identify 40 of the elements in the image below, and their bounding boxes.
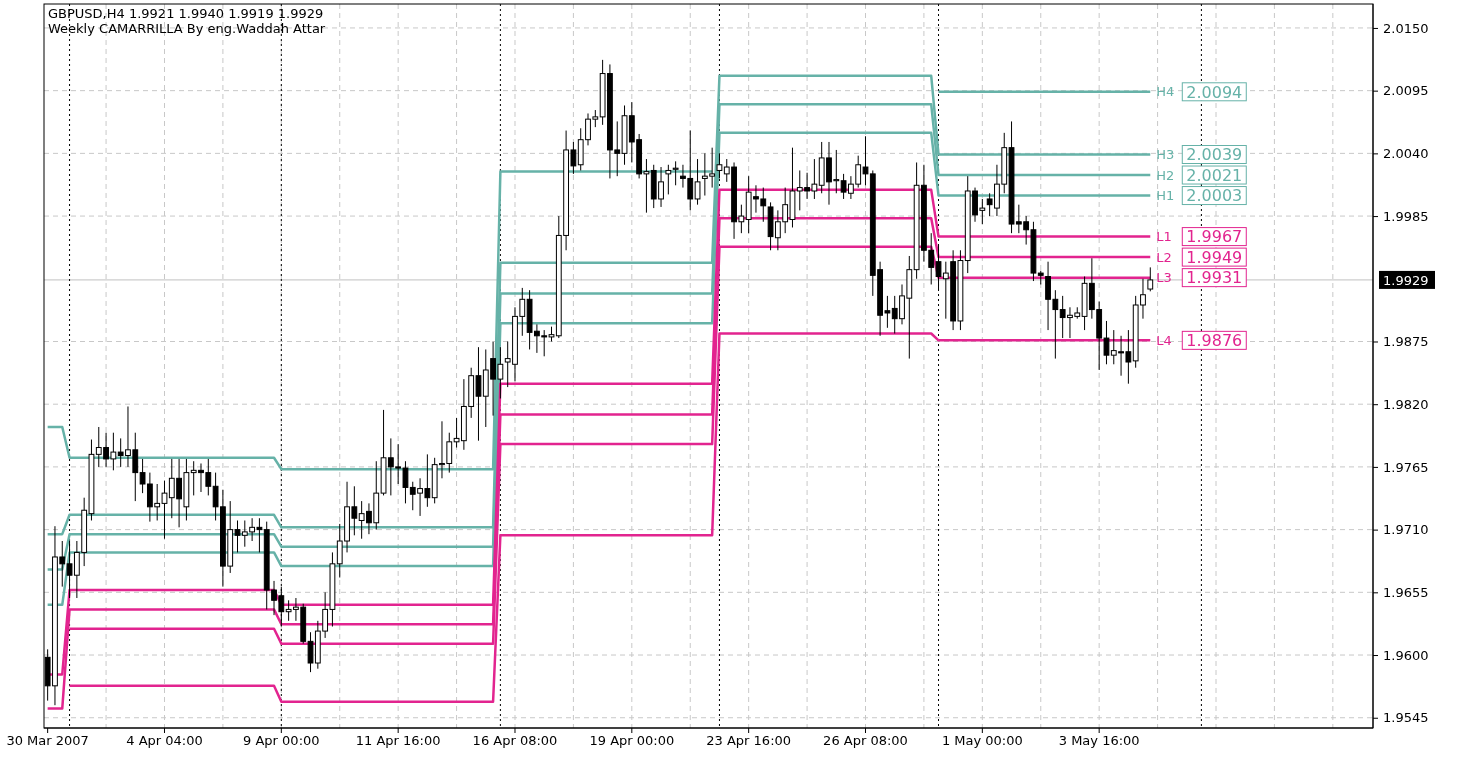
annotation: 1.9876 (1186, 331, 1243, 351)
y-tick-label: 2.0095 (1383, 83, 1429, 99)
annotation: 2.0003 (1186, 186, 1243, 206)
x-tick-label: 3 May 16:00 (1058, 733, 1140, 749)
y-tick-label: 1.9985 (1383, 208, 1429, 224)
annotation: 2.0039 (1186, 145, 1243, 165)
legend-label: L3 (1156, 270, 1172, 286)
legend-label: H1 (1156, 188, 1175, 204)
y-tick-label: 1.9600 (1383, 647, 1429, 663)
annotation: 2.0094 (1186, 82, 1243, 102)
annotation: 1.9949 (1186, 247, 1243, 267)
annotation: 1.9931 (1186, 268, 1243, 288)
y-tick-label: 2.0150 (1383, 20, 1429, 36)
y-tick-label: 1.9710 (1383, 522, 1429, 538)
y-tick-label: 1.9820 (1383, 396, 1429, 412)
annotation: 1.9967 (1186, 227, 1243, 247)
x-tick-label: 11 Apr 16:00 (355, 733, 441, 749)
chart-title: GBPUSD,H4 1.9921 1.9940 1.9919 1.9929 (48, 6, 324, 21)
x-tick-label: 16 Apr 08:00 (472, 733, 558, 749)
y-tick-label: 1.9875 (1383, 334, 1429, 350)
text: Weekly CAMARRILLA By eng.Waddah Attar (48, 21, 326, 36)
legend-label: L2 (1156, 249, 1172, 265)
annotation: 2.0021 (1186, 165, 1243, 185)
x-tick-label: 23 Apr 16:00 (706, 733, 792, 749)
x-tick-label: 1 May 00:00 (941, 733, 1023, 749)
ref-line-label: 1.9929 (1383, 272, 1429, 288)
legend-label: L1 (1156, 229, 1172, 245)
x-tick-label: 9 Apr 00:00 (243, 733, 320, 749)
y-tick-label: 1.9765 (1383, 459, 1429, 475)
legend-label: H2 (1156, 167, 1175, 183)
legend-label: L4 (1156, 332, 1172, 348)
x-tick-label: 26 Apr 08:00 (823, 733, 908, 749)
legend-label: H4 (1156, 84, 1175, 100)
x-tick-label: 4 Apr 04:00 (126, 733, 203, 749)
x-tick-label: 30 Mar 2007 (6, 733, 89, 749)
y-tick-label: 1.9655 (1383, 584, 1429, 600)
legend-label: H3 (1156, 147, 1175, 163)
x-tick-label: 19 Apr 00:00 (589, 733, 675, 749)
y-tick-label: 2.0040 (1383, 146, 1429, 162)
y-tick-label: 1.9545 (1383, 710, 1429, 726)
